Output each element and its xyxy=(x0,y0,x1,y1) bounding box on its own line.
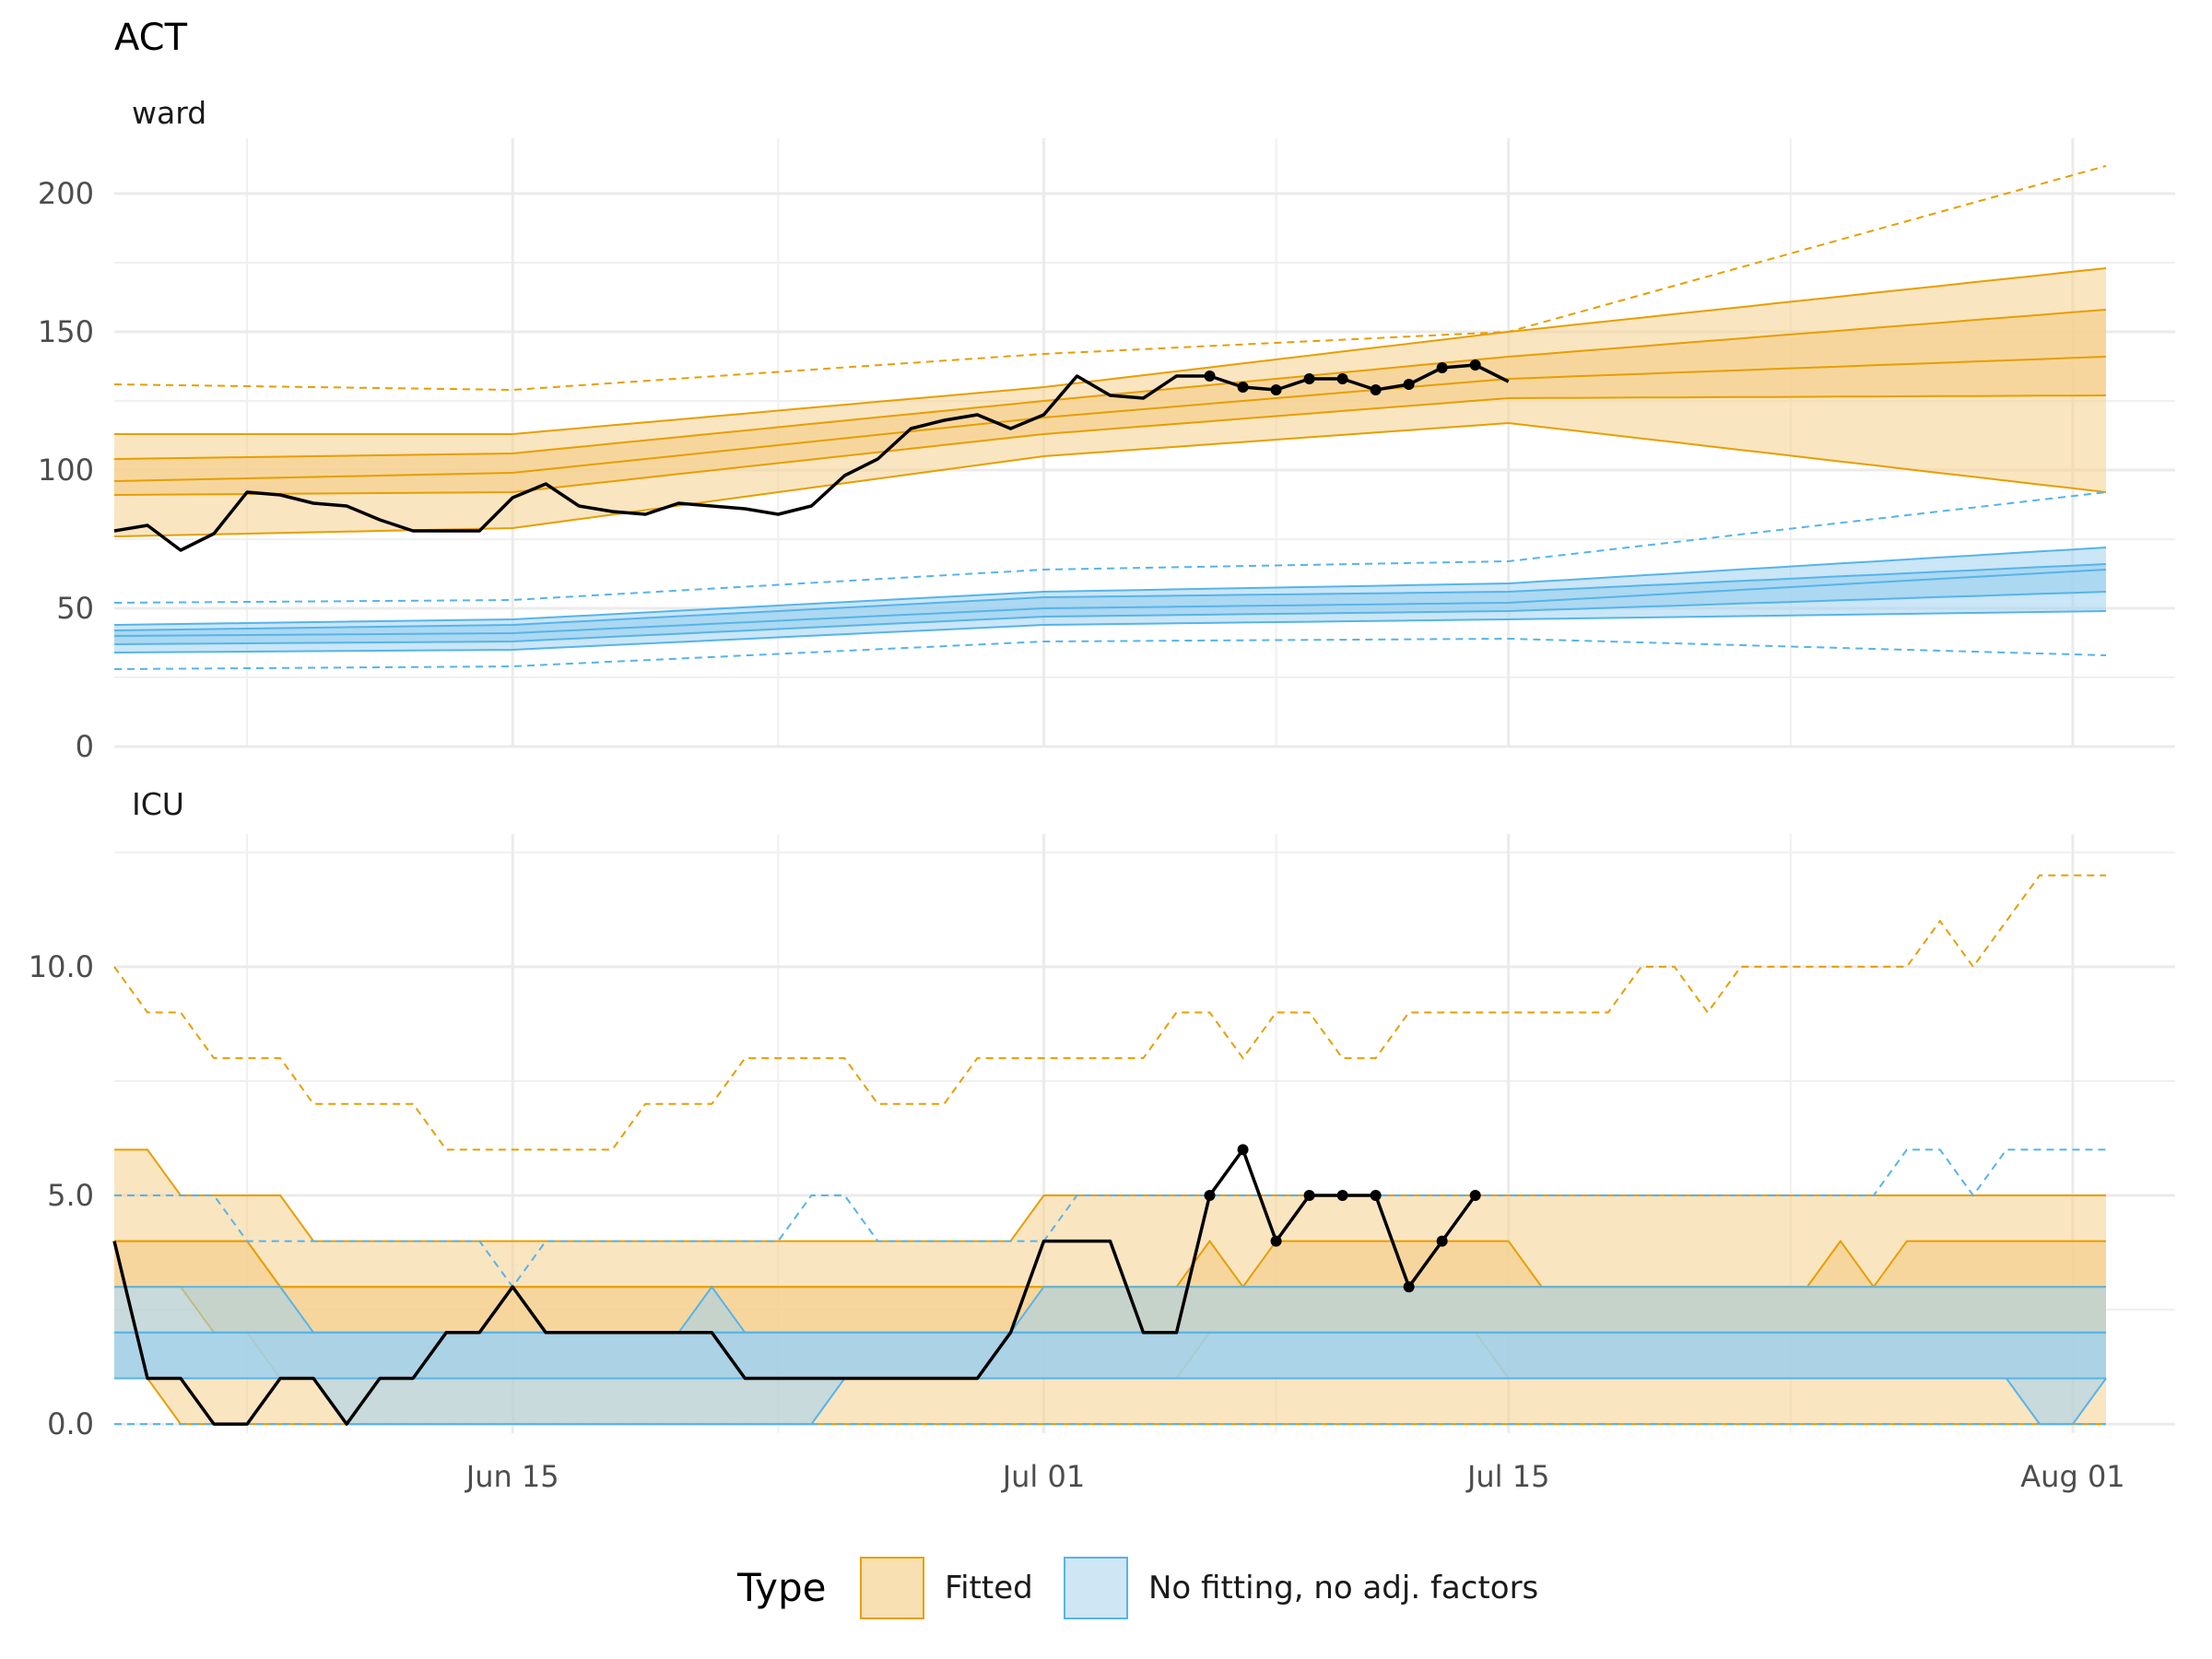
observed-point xyxy=(1370,1189,1382,1201)
observed-point xyxy=(1270,384,1282,395)
observed-point xyxy=(1237,382,1249,393)
observed-point xyxy=(1403,379,1415,390)
panel-icu: ICU 0.0 5.0 10.0 xyxy=(29,786,2175,1441)
chart-title: ACT xyxy=(114,17,188,59)
x-tick-label: Jun 15 xyxy=(465,1459,559,1494)
observed-point xyxy=(1370,384,1382,395)
observed-point xyxy=(1336,373,1348,384)
observed-point xyxy=(1204,371,1216,382)
y-tick-label: 50 xyxy=(56,591,94,626)
y-tick-label: 100 xyxy=(38,453,94,488)
x-tick-label: Jul 01 xyxy=(1001,1459,1086,1494)
y-tick-label: 5.0 xyxy=(47,1178,94,1213)
band-line-upper95 xyxy=(114,267,2107,435)
observed-line xyxy=(112,1147,1477,1426)
y-tick-label: 10.0 xyxy=(29,949,94,984)
y-tick-label: 0 xyxy=(76,729,94,764)
observed-point xyxy=(1469,359,1481,371)
series-fitted xyxy=(113,165,2107,537)
x-tick-label: Jul 15 xyxy=(1465,1459,1550,1494)
ribbon-50 xyxy=(114,564,2106,644)
series-no-fitting xyxy=(113,491,2107,670)
observed-point xyxy=(1336,1189,1348,1201)
band-line-lower95 xyxy=(113,610,2107,653)
legend-title: Type xyxy=(736,1565,826,1610)
observed-point xyxy=(1303,373,1315,384)
legend-label-fitted: Fitted xyxy=(945,1570,1033,1606)
observed-point xyxy=(1469,1189,1481,1201)
band-line-lower50 xyxy=(113,394,2107,496)
ribbon-50 xyxy=(114,310,2106,495)
y-tick-label: 150 xyxy=(38,314,94,349)
y-tick-label: 200 xyxy=(38,176,94,211)
observed-point xyxy=(1204,1189,1216,1201)
observed-point xyxy=(1436,362,1448,373)
dashed-lower-line xyxy=(113,637,2107,670)
dashed-upper-line xyxy=(114,1148,2106,1288)
band-line-upper95 xyxy=(113,547,2107,626)
band-line-median xyxy=(113,356,2107,482)
dashed-upper-line xyxy=(113,165,2107,392)
dashed-upper-line xyxy=(113,874,2106,1151)
ribbon-50 xyxy=(114,1332,2106,1379)
band-line-median xyxy=(113,569,2107,637)
y-tick-label: 0.0 xyxy=(47,1406,94,1441)
observed-point xyxy=(1237,1144,1249,1156)
panel-label-icu: ICU xyxy=(132,786,184,822)
band-line-lower50 xyxy=(113,591,2107,645)
panel-ward: ward 0 50 100 150 200 xyxy=(38,95,2175,764)
legend-swatch-no-fitting xyxy=(1064,1557,1128,1619)
observed-point xyxy=(1436,1235,1448,1247)
x-tick-label: Aug 01 xyxy=(2020,1459,2124,1494)
observed-point xyxy=(1403,1281,1415,1293)
legend-label-no-fitting: No fitting, no adj. factors xyxy=(1148,1570,1538,1606)
legend: Type Fitted No fitting, no adj. factors xyxy=(736,1557,1538,1619)
band-line-upper50 xyxy=(113,563,2107,631)
dashed-upper-line xyxy=(113,491,2107,604)
observed-point xyxy=(1270,1235,1282,1247)
observed-point xyxy=(1303,1189,1315,1201)
x-axis: Jun 15 Jul 01 Jul 15 Aug 01 xyxy=(465,1459,2125,1494)
panel-label-ward: ward xyxy=(132,95,206,131)
legend-swatch-fitted xyxy=(860,1557,924,1619)
